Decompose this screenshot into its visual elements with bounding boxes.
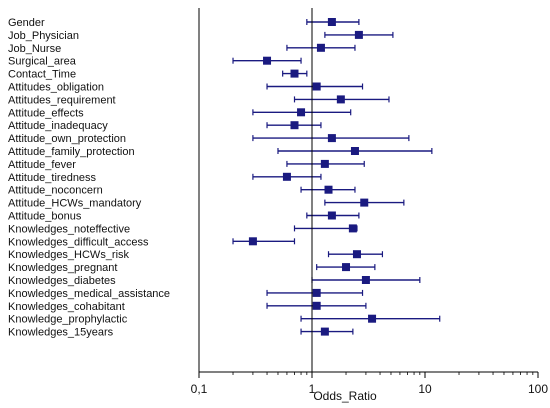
row-label: Contact_Time	[8, 69, 76, 81]
forest-row: Attitude_tiredness	[8, 172, 322, 184]
forest-row: Attitude_fever	[8, 159, 365, 171]
odds-ratio-marker	[368, 314, 377, 323]
x-tick-label: 1	[309, 382, 316, 396]
forest-row: Knowledges_diabetes	[8, 275, 421, 287]
odds-ratio-marker	[352, 250, 361, 259]
odds-ratio-marker	[297, 108, 306, 117]
row-label: Attitude_bonus	[8, 211, 82, 223]
row-label: Knowledge_prophylactic	[8, 314, 128, 326]
odds-ratio-marker	[336, 95, 345, 104]
odds-ratio-marker	[290, 69, 299, 78]
odds-ratio-marker	[348, 224, 357, 233]
odds-ratio-marker	[263, 56, 272, 65]
row-label: Attitudes_obligation	[8, 82, 104, 94]
odds-ratio-marker	[312, 301, 321, 310]
row-label: Attitude_tiredness	[8, 172, 97, 184]
odds-ratio-marker	[342, 263, 351, 272]
odds-ratio-marker	[327, 134, 336, 143]
forest-row: Attitude_family_protection	[8, 146, 433, 158]
forest-row: Attitudes_requirement	[8, 94, 390, 106]
forest-row: Job_Physician	[8, 30, 394, 42]
odds-ratio-marker	[361, 276, 370, 284]
odds-ratio-marker	[290, 121, 299, 130]
forest-row: Knowledges_pregnant	[8, 262, 376, 274]
row-label: Knowledges_difficult_access	[8, 236, 149, 248]
forest-row: Knowledges_15years	[8, 327, 354, 339]
rows-layer: GenderJob_PhysicianJob_NurseSurgical_are…	[8, 17, 441, 339]
forest-row: Attitudes_obligation	[8, 82, 364, 94]
odds-ratio-marker	[316, 43, 325, 52]
x-tick-label: 100	[528, 382, 548, 396]
odds-ratio-marker	[324, 185, 333, 194]
row-label: Attitude_HCWs_mandatory	[8, 198, 142, 210]
row-label: Attitude_family_protection	[8, 146, 135, 158]
row-label: Gender	[8, 17, 45, 29]
row-label: Job_Nurse	[8, 43, 61, 55]
forest-row: Knowledges_medical_assistance	[8, 288, 364, 300]
row-label: Surgical_area	[8, 56, 77, 68]
row-label: Attitude_noconcern	[8, 185, 103, 197]
row-label: Attitude_inadequacy	[8, 120, 108, 132]
row-label: Knowledges_HCWs_risk	[8, 249, 130, 261]
forest-row: Job_Nurse	[8, 43, 356, 55]
forest-row: Contact_Time	[8, 69, 308, 81]
forest-row: Attitude_bonus	[8, 211, 360, 223]
row-label: Attitudes_requirement	[8, 94, 116, 106]
forest-row: Knowledges_HCWs_risk	[8, 249, 384, 261]
odds-ratio-marker	[327, 18, 336, 26]
odds-ratio-marker	[312, 288, 321, 297]
forest-row: Attitude_inadequacy	[8, 120, 322, 132]
row-label: Attitude_effects	[8, 107, 84, 119]
forest-row: Attitude_HCWs_mandatory	[8, 198, 405, 210]
forest-row: Knowledges_difficult_access	[8, 236, 296, 248]
x-tick-label: 10	[418, 382, 432, 396]
odds-ratio-marker	[320, 327, 329, 336]
row-label: Knowledges_noteffective	[8, 223, 130, 235]
row-label: Attitude_own_protection	[8, 133, 126, 145]
x-tick-label: 0,1	[191, 382, 208, 396]
row-label: Attitude_fever	[8, 159, 76, 171]
forest-row: Knowledges_noteffective	[8, 223, 358, 235]
forest-row: Gender	[8, 17, 360, 29]
odds-ratio-marker	[350, 147, 359, 155]
row-label: Knowledges_15years	[8, 327, 114, 339]
forest-row: Knowledges_cohabitant	[8, 301, 367, 313]
odds-ratio-marker	[282, 172, 291, 181]
odds-ratio-marker	[248, 237, 257, 246]
x-ticks: 0,1 1 10 100	[191, 372, 548, 396]
forest-row: Attitude_noconcern	[8, 185, 356, 197]
odds-ratio-marker	[312, 82, 321, 91]
forest-row: Attitude_effects	[8, 107, 352, 119]
row-label: Knowledges_cohabitant	[8, 301, 125, 313]
odds-ratio-marker	[354, 30, 363, 39]
row-label: Knowledges_diabetes	[8, 275, 116, 287]
odds-ratio-marker	[327, 211, 336, 220]
x-axis-label: Odds_Ratio	[313, 389, 377, 403]
row-label: Job_Physician	[8, 30, 79, 42]
forest-row: Surgical_area	[8, 56, 302, 68]
odds-ratio-marker	[360, 198, 369, 207]
forest-row: Knowledge_prophylactic	[8, 314, 441, 326]
odds-ratio-marker	[320, 159, 329, 168]
row-label: Knowledges_medical_assistance	[8, 288, 170, 300]
forest-row: Attitude_own_protection	[8, 133, 410, 145]
row-label: Knowledges_pregnant	[8, 262, 117, 274]
